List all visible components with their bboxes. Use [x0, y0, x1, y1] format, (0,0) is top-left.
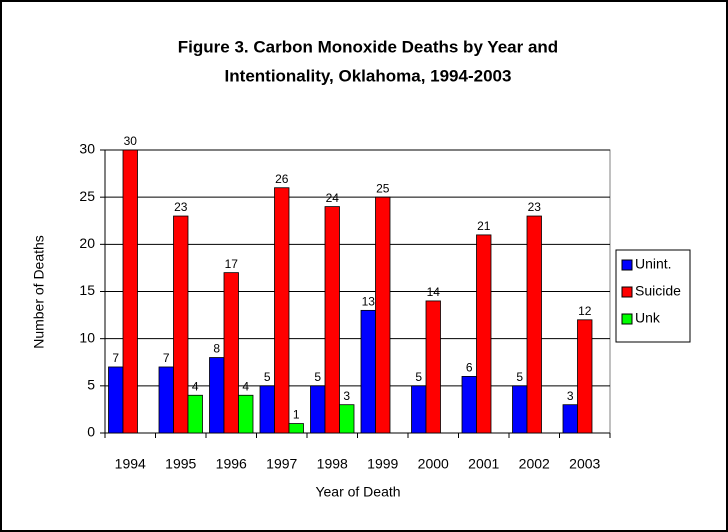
value-label: 23 — [528, 200, 542, 214]
chart-title: Figure 3. Carbon Monoxide Deaths by Year… — [178, 37, 558, 56]
bar — [324, 206, 340, 434]
bar — [375, 196, 391, 434]
bar — [122, 149, 138, 434]
y-axis-label: Number of Deaths — [31, 235, 47, 349]
bar — [310, 385, 326, 434]
bar — [259, 385, 275, 434]
value-label: 5 — [314, 370, 321, 384]
bar — [209, 357, 225, 434]
y-tick-label: 10 — [79, 329, 95, 345]
bar — [425, 300, 441, 434]
chart-subtitle: Intentionality, Oklahoma, 1994-2003 — [225, 66, 512, 85]
value-label: 5 — [264, 370, 271, 384]
x-tick-label: 1994 — [115, 456, 146, 472]
y-tick-label: 15 — [79, 282, 95, 298]
value-label: 7 — [112, 351, 119, 365]
x-axis-label: Year of Death — [315, 484, 400, 500]
x-tick-label: 2000 — [418, 456, 449, 472]
bar — [173, 215, 189, 434]
value-label: 1 — [293, 408, 300, 422]
y-tick-label: 20 — [79, 235, 95, 251]
y-tick-label: 30 — [79, 141, 95, 157]
value-label: 21 — [477, 219, 491, 233]
value-label: 25 — [376, 181, 390, 195]
value-label: 3 — [343, 389, 350, 403]
value-label: 17 — [225, 257, 239, 271]
y-tick-label: 0 — [87, 424, 95, 440]
bar — [288, 423, 304, 434]
x-tick-label: 2002 — [519, 456, 550, 472]
value-label: 8 — [213, 342, 220, 356]
value-label: 3 — [567, 389, 574, 403]
value-label: 5 — [415, 370, 422, 384]
value-label: 6 — [466, 361, 473, 375]
bar — [512, 385, 528, 434]
x-tick-label: 1999 — [367, 456, 398, 472]
value-label: 4 — [192, 379, 199, 393]
bar — [360, 309, 376, 434]
x-tick-label: 1996 — [216, 456, 247, 472]
value-label: 4 — [242, 379, 249, 393]
legend-label: Unint. — [635, 256, 672, 272]
y-tick-label: 5 — [87, 377, 95, 393]
legend-swatch — [621, 286, 633, 298]
x-tick-label: 1997 — [266, 456, 297, 472]
legend-label: Unk — [635, 310, 661, 326]
bar — [461, 375, 477, 434]
value-label: 30 — [124, 134, 138, 148]
bar — [274, 187, 290, 434]
legend-swatch — [621, 313, 633, 325]
bar — [577, 319, 593, 434]
x-tick-label: 1995 — [165, 456, 196, 472]
value-label: 5 — [516, 370, 523, 384]
bar — [158, 366, 174, 434]
bar — [238, 394, 254, 434]
bar — [476, 234, 492, 434]
legend-swatch — [621, 259, 633, 271]
value-label: 14 — [427, 285, 441, 299]
x-tick-label: 2001 — [468, 456, 499, 472]
legend-label: Suicide — [635, 283, 681, 299]
value-label: 23 — [174, 200, 188, 214]
bar — [339, 404, 355, 434]
y-tick-label: 25 — [79, 188, 95, 204]
value-label: 24 — [326, 191, 340, 205]
bar — [526, 215, 542, 434]
bar — [411, 385, 427, 434]
bar — [187, 394, 203, 434]
x-tick-label: 1998 — [317, 456, 348, 472]
bar — [108, 366, 124, 434]
value-label: 26 — [275, 172, 289, 186]
bar — [223, 272, 239, 434]
value-label: 12 — [578, 304, 592, 318]
value-label: 13 — [362, 295, 376, 309]
x-tick-label: 2003 — [569, 456, 600, 472]
value-label: 7 — [163, 351, 170, 365]
bar — [562, 404, 578, 434]
